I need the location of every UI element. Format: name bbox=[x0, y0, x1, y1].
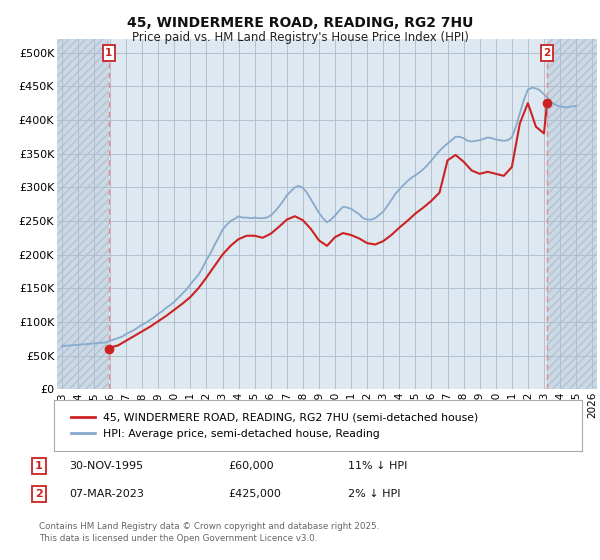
Text: £60,000: £60,000 bbox=[228, 461, 274, 471]
Text: 2% ↓ HPI: 2% ↓ HPI bbox=[348, 489, 401, 499]
Bar bbox=[57, 39, 109, 389]
Text: 45, WINDERMERE ROAD, READING, RG2 7HU: 45, WINDERMERE ROAD, READING, RG2 7HU bbox=[127, 16, 473, 30]
Legend: 45, WINDERMERE ROAD, READING, RG2 7HU (semi-detached house), HPI: Average price,: 45, WINDERMERE ROAD, READING, RG2 7HU (s… bbox=[65, 407, 484, 445]
Text: £425,000: £425,000 bbox=[228, 489, 281, 499]
Bar bbox=[547, 39, 597, 389]
Text: 1: 1 bbox=[105, 48, 112, 58]
Text: Price paid vs. HM Land Registry's House Price Index (HPI): Price paid vs. HM Land Registry's House … bbox=[131, 31, 469, 44]
Text: 11% ↓ HPI: 11% ↓ HPI bbox=[348, 461, 407, 471]
Text: 1: 1 bbox=[35, 461, 43, 471]
Text: 2: 2 bbox=[35, 489, 43, 499]
Text: Contains HM Land Registry data © Crown copyright and database right 2025.
This d: Contains HM Land Registry data © Crown c… bbox=[39, 522, 379, 543]
Text: 2: 2 bbox=[544, 48, 551, 58]
Text: 30-NOV-1995: 30-NOV-1995 bbox=[69, 461, 143, 471]
Text: 07-MAR-2023: 07-MAR-2023 bbox=[69, 489, 144, 499]
